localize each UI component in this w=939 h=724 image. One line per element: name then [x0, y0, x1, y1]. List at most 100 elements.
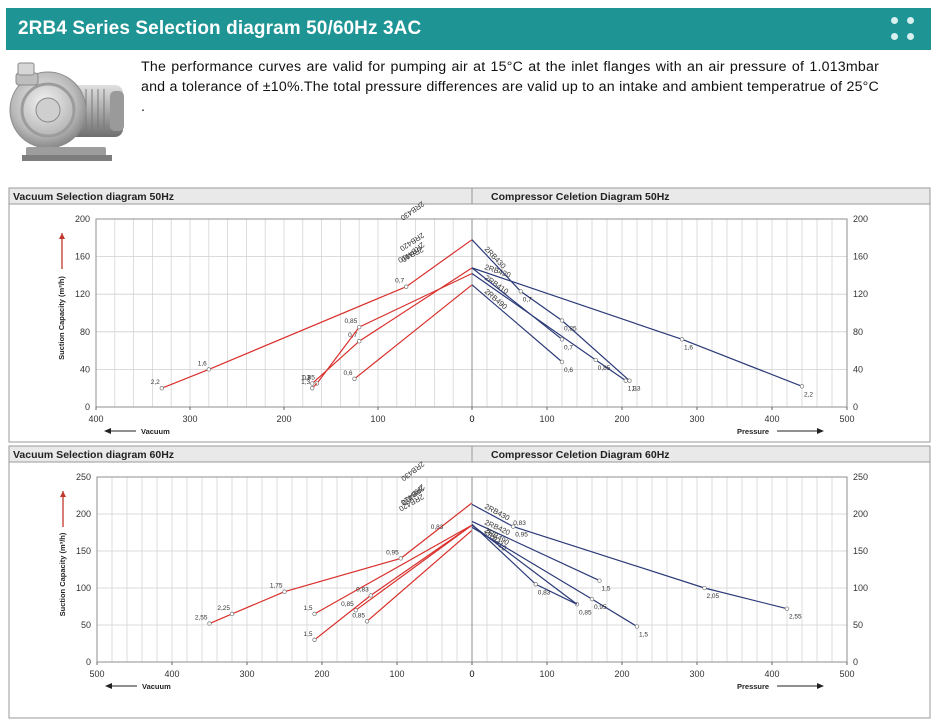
- data-label: 0,7: [395, 278, 404, 285]
- data-point: [559, 337, 565, 342]
- data-point: [593, 357, 598, 363]
- x-tick-label: 500: [839, 414, 854, 424]
- y-tick-label: 250: [76, 472, 91, 482]
- data-label: 0,7: [523, 296, 532, 303]
- data-point: [312, 611, 317, 617]
- data-point: [310, 386, 315, 391]
- data-point: [597, 578, 602, 583]
- series-line: [354, 284, 473, 380]
- y-tick-label: 160: [853, 252, 868, 262]
- chart-2: Compressor Celetion Diagram 50Hz 0 100 200 3…: [469, 191, 868, 436]
- x-tick-label: 100: [389, 669, 404, 679]
- data-point: [404, 284, 409, 289]
- data-label: 0,95: [515, 532, 528, 539]
- data-point: [229, 611, 235, 617]
- data-label: 0,7: [564, 344, 573, 351]
- x-tick-label: 400: [164, 669, 179, 679]
- x-tick-label: 200: [314, 669, 329, 679]
- y-tick-label: 80: [853, 327, 863, 337]
- data-point: [623, 378, 628, 383]
- data-point: [312, 637, 317, 642]
- data-point: [368, 593, 373, 598]
- data-label: 0,83: [356, 586, 369, 593]
- y-tick-label: 200: [76, 509, 91, 519]
- y-tick-label: 80: [80, 327, 90, 337]
- side-channel-blower-icon: [9, 62, 124, 161]
- data-point: [589, 596, 595, 602]
- arrow-head-icon: [817, 683, 824, 689]
- arrow-head-icon: [105, 683, 112, 689]
- series-extra-4: 1,5 0,83: [303, 524, 473, 642]
- data-point: [357, 339, 362, 344]
- y-tick-label: 50: [853, 620, 863, 630]
- data-label: 2,2: [151, 379, 160, 386]
- x-tick-label: 300: [239, 669, 254, 679]
- y-axis-label: Suction Capacity (m³/h): [58, 532, 67, 616]
- data-label: 0,85: [579, 609, 592, 616]
- series-line: [161, 239, 473, 389]
- data-label: 0,85: [564, 326, 577, 333]
- data-label: 0,85: [598, 365, 611, 372]
- data-point: [559, 318, 565, 323]
- series-line: [366, 529, 473, 622]
- series-extra-4: [471, 524, 578, 605]
- arrow-head-icon: [60, 491, 66, 497]
- data-label: 0,6: [343, 370, 352, 377]
- chart-title: Compressor Celetion Diagram 50Hz: [491, 191, 670, 203]
- y-tick-label: 40: [853, 364, 863, 374]
- x-tick-label: 400: [764, 414, 779, 424]
- y-tick-label: 120: [75, 289, 90, 299]
- series-line: [471, 239, 630, 382]
- data-point: [634, 624, 640, 629]
- data-point: [357, 324, 362, 330]
- plot-border: [471, 476, 848, 663]
- data-point: [784, 606, 790, 611]
- data-point: [799, 384, 805, 389]
- series-line: [355, 524, 473, 611]
- y-tick-label: 160: [75, 252, 90, 262]
- data-label: 2,55: [195, 615, 208, 622]
- data-point: [352, 376, 357, 381]
- data-point: [679, 337, 685, 342]
- x-axis-label: Pressure: [737, 427, 769, 436]
- series-line: [314, 524, 473, 615]
- data-point: [627, 378, 632, 383]
- y-tick-label: 50: [81, 620, 91, 630]
- x-axis-label: Vacuum: [142, 682, 171, 691]
- data-label: 1,5: [602, 586, 611, 593]
- data-label: 1,3: [301, 375, 310, 382]
- x-tick-label: 100: [539, 669, 554, 679]
- y-tick-label: 0: [853, 657, 858, 667]
- series-extra-4: 0,7: [471, 267, 573, 351]
- y-tick-label: 0: [853, 402, 858, 412]
- arrow-head-icon: [59, 233, 65, 239]
- data-label: 2,55: [789, 614, 802, 621]
- arrow-head-icon: [104, 428, 111, 434]
- series-line: [471, 520, 600, 582]
- series-line: [471, 284, 563, 363]
- y-tick-label: 200: [853, 509, 868, 519]
- y-tick-label: 200: [75, 214, 90, 224]
- data-label: 0,83: [431, 524, 444, 531]
- y-tick-label: 150: [853, 546, 868, 556]
- data-point: [206, 367, 211, 372]
- x-tick-label: 300: [182, 414, 197, 424]
- y-tick-label: 200: [853, 214, 868, 224]
- data-label: 2,2: [804, 391, 813, 398]
- x-axis-label: Pressure: [737, 682, 769, 691]
- diagram-title-bar: [8, 445, 931, 463]
- x-tick-label: 500: [89, 669, 104, 679]
- data-label: 0,85: [302, 375, 315, 382]
- data-label: 0,6: [564, 367, 573, 374]
- data-label: 1,3: [628, 386, 637, 393]
- y-tick-label: 150: [76, 546, 91, 556]
- x-axis-label: Vacuum: [141, 427, 170, 436]
- x-tick-label: 400: [88, 414, 103, 424]
- y-tick-label: 120: [853, 289, 868, 299]
- x-tick-label: 0: [469, 414, 474, 424]
- data-point: [533, 582, 538, 587]
- y-tick-label: 0: [85, 402, 90, 412]
- diagram-frame: [8, 445, 931, 719]
